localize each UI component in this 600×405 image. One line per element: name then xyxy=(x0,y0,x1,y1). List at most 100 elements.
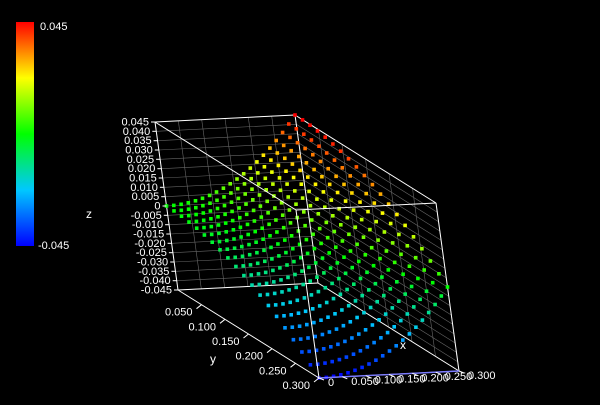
data-point xyxy=(350,265,354,270)
data-point xyxy=(347,232,351,237)
z-tick-label: 0.035 xyxy=(124,135,152,147)
data-point xyxy=(350,336,354,340)
x-axis-label: x xyxy=(400,338,406,352)
data-point xyxy=(352,282,356,286)
data-point xyxy=(312,246,317,251)
x-tick-label: 0.150 xyxy=(398,374,426,386)
y-tick-mark xyxy=(243,333,249,339)
data-point xyxy=(239,235,243,239)
data-point xyxy=(401,338,405,342)
data-point xyxy=(202,233,207,237)
data-point xyxy=(255,250,259,255)
data-point xyxy=(354,165,359,169)
data-point xyxy=(394,344,398,348)
z-tick-label: -0.045 xyxy=(141,285,172,297)
data-point xyxy=(386,268,391,272)
data-point xyxy=(357,332,361,336)
data-point xyxy=(253,229,257,234)
colorbar-max-label: 0.045 xyxy=(40,21,68,33)
data-point xyxy=(299,182,304,186)
data-point xyxy=(261,237,265,241)
data-point xyxy=(297,242,302,247)
data-point xyxy=(324,300,329,305)
data-point xyxy=(222,203,227,208)
data-point xyxy=(363,328,368,332)
z-tick-label: 0.015 xyxy=(129,173,157,185)
data-point xyxy=(241,172,246,176)
data-point xyxy=(265,292,270,297)
data-point xyxy=(235,186,240,191)
data-point xyxy=(293,189,297,193)
data-point xyxy=(276,163,281,168)
data-point xyxy=(311,232,315,237)
data-point xyxy=(270,257,274,261)
data-point xyxy=(343,271,348,276)
data-point xyxy=(359,217,364,222)
data-point xyxy=(306,175,310,179)
data-point xyxy=(403,292,407,296)
data-point xyxy=(201,203,205,208)
data-point xyxy=(251,198,255,202)
data-point xyxy=(392,325,396,329)
box-edge xyxy=(294,114,319,284)
y-tick-label: 0.250 xyxy=(259,365,287,377)
data-point xyxy=(371,263,376,268)
grid-line xyxy=(412,188,436,357)
data-point xyxy=(334,174,338,179)
data-point xyxy=(364,191,368,196)
data-point xyxy=(294,202,298,206)
data-point xyxy=(209,217,213,221)
y-tick-label: 0.300 xyxy=(282,380,310,392)
data-point xyxy=(373,281,378,286)
data-point xyxy=(390,306,395,310)
box-edge xyxy=(294,114,437,204)
data-point xyxy=(309,218,314,222)
data-point xyxy=(339,223,343,227)
data-point xyxy=(234,264,238,269)
data-point xyxy=(374,358,378,362)
data-point xyxy=(355,315,359,320)
data-point xyxy=(342,255,346,259)
data-point xyxy=(194,212,198,217)
z-tick-label: 0.005 xyxy=(132,191,160,203)
data-point xyxy=(405,244,410,248)
data-point xyxy=(221,186,226,190)
data-point xyxy=(317,304,322,308)
data-point xyxy=(317,226,322,231)
data-points xyxy=(164,113,450,380)
data-point xyxy=(323,135,327,139)
data-point xyxy=(372,340,376,345)
data-point xyxy=(186,207,191,211)
data-point xyxy=(225,238,229,243)
data-point xyxy=(409,284,414,289)
data-point xyxy=(340,239,345,243)
data-point xyxy=(324,220,329,225)
data-point xyxy=(269,245,273,250)
data-point xyxy=(233,255,237,260)
data-point xyxy=(286,195,290,199)
data-point xyxy=(283,238,287,242)
data-point xyxy=(308,279,312,283)
data-point xyxy=(411,235,416,239)
data-point xyxy=(293,113,297,117)
data-point xyxy=(186,201,191,205)
data-point xyxy=(336,342,340,347)
data-point xyxy=(308,203,313,208)
data-point xyxy=(295,140,300,145)
data-point xyxy=(430,280,435,285)
y-tick-mark xyxy=(313,377,320,383)
data-point xyxy=(246,232,250,237)
data-point xyxy=(214,190,219,194)
data-point xyxy=(244,212,249,217)
data-point xyxy=(351,352,356,356)
data-point xyxy=(326,166,330,171)
data-point xyxy=(276,242,280,246)
data-point xyxy=(222,195,226,199)
data-point xyxy=(353,368,357,373)
data-point xyxy=(283,156,287,161)
data-point xyxy=(327,251,331,255)
data-point xyxy=(187,220,191,224)
box-edge xyxy=(317,282,460,372)
data-point xyxy=(278,266,282,270)
data-point xyxy=(267,222,271,227)
